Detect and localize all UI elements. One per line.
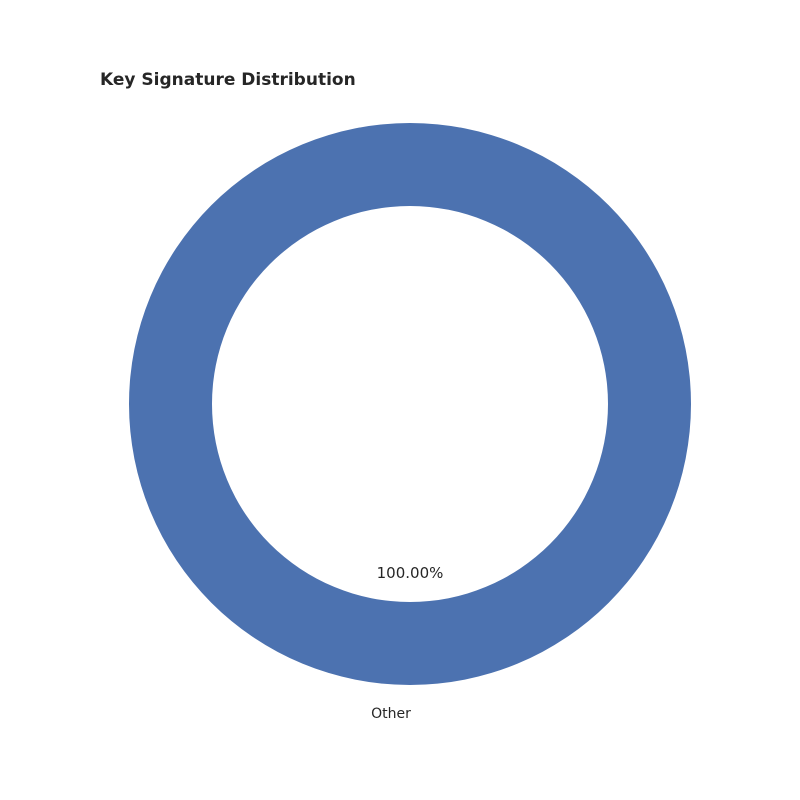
slice-name-label: Other <box>371 706 411 722</box>
donut-labels: 100.00% Other <box>371 564 443 722</box>
donut-slice-other <box>129 123 691 685</box>
chart-title: Key Signature Distribution <box>100 70 356 90</box>
donut-slices <box>129 123 691 685</box>
slice-percent-label: 100.00% <box>377 564 444 582</box>
